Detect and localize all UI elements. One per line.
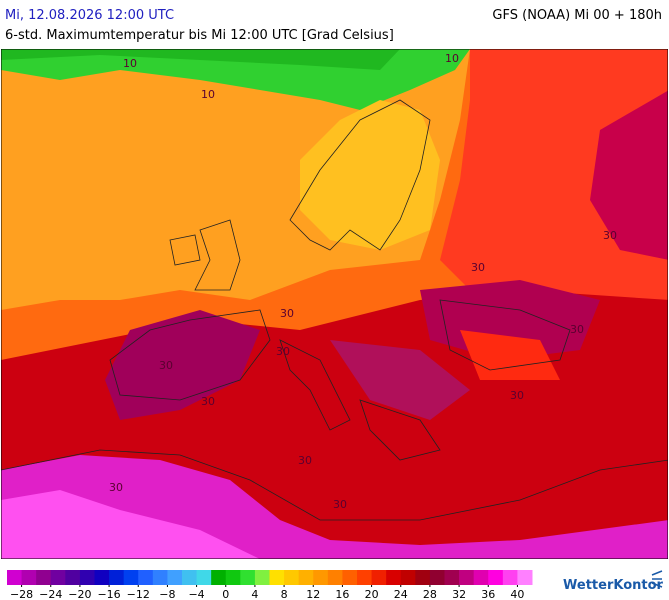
date-label: Mi, 12.08.2026 12:00 UTC [5,8,174,23]
iberia-zone [105,310,260,420]
contour-label: 30 [510,389,524,402]
contour-label: 30 [298,454,312,467]
colorbar-swatch [473,570,489,585]
colorbar-swatch [240,570,256,585]
brand-icon [651,570,663,588]
colorbar-swatch [152,570,168,585]
colorbar-swatch [196,570,212,585]
africa-zone [1,490,260,559]
colorbar-tick-label: −12 [127,588,150,600]
colorbar-swatch [313,570,329,585]
colorbar-tick-label: 24 [394,588,408,600]
contour-label: 30 [333,498,347,511]
colorbar-swatch [357,570,373,585]
colorbar-swatch [138,570,154,585]
colorbar-swatch [225,570,241,585]
contour-label: 30 [570,323,584,336]
colorbar-swatch [429,570,445,585]
colorbar-tick-label: −20 [68,588,91,600]
colorbar-swatch [65,570,81,585]
colorbar-swatch [444,570,460,585]
colorbar-swatch [7,570,23,585]
colorbar-swatch [79,570,95,585]
colorbar-swatch [459,570,475,585]
colorbar-tick-label: 16 [335,588,349,600]
colorbar-tick-label: 40 [510,588,524,600]
colorbar-tick-label: 12 [306,588,320,600]
colorbar-swatch [386,570,402,585]
contour-label: 10 [445,52,459,65]
colorbar-swatch [254,570,270,585]
colorbar-swatch [211,570,227,585]
colorbar-swatch [342,570,358,585]
contour-label: 30 [603,229,617,242]
contour-label: 10 [201,88,215,101]
colorbar-tick-label: 32 [452,588,466,600]
colorbar-swatch [50,570,66,585]
colorbar-swatch [502,570,518,585]
colorbar-swatch [284,570,300,585]
contour-label: 30 [109,481,123,494]
colorbar-tick-label: 0 [222,588,229,600]
contour-label: 30 [276,345,290,358]
colorbar-tick-label: −8 [159,588,175,600]
contour-label: 30 [159,359,173,372]
colorbar-tick-label: 4 [251,588,258,600]
colorbar-swatch [488,570,504,585]
contour-label: 30 [471,261,485,274]
colorbar-swatch [415,570,431,585]
colorbar: −28 −24 −20 −16 −12 −8 −4 0 4 8 12 16 20 24 28 32 36 40 [7,570,533,600]
coastlines [1,99,668,521]
colorbar-swatch [327,570,343,585]
temperature-map: 10 10 10 30 30 30 30 30 30 30 30 30 30 30 [1,49,668,559]
brand-name: WetterKontor [563,578,664,593]
colorbar-swatch [269,570,285,585]
colorbar-swatch [109,570,125,585]
colorbar-swatch [167,570,183,585]
map-title: 6-std. Maximumtemperatur bis Mi 12:00 UT… [5,28,394,43]
colorbar-swatch [298,570,314,585]
colorbar-swatch [36,570,52,585]
scandinavia-zone [300,100,440,250]
contour-label: 30 [280,307,294,320]
colorbar-tick-label: −28 [10,588,33,600]
very-hot-zone [590,90,668,260]
colorbar-tick-label: −16 [97,588,120,600]
colorbar-swatch [182,570,198,585]
colorbar-tick-label: 28 [423,588,437,600]
hot-zone [440,49,668,330]
colorbar-tick-label: −24 [39,588,62,600]
colorbar-tick-label: 8 [281,588,288,600]
cool-zone [1,49,400,70]
colorbar-swatch [400,570,416,585]
contour-label: 10 [123,57,137,70]
model-label: GFS (NOAA) Mi 00 + 180h [492,8,662,23]
balkan-zone [330,340,470,420]
colorbar-swatch [21,570,37,585]
colorbar-swatch [123,570,139,585]
brand-logo: WetterKontor [563,570,664,593]
colorbar-swatch [94,570,110,585]
colorbar-tick-label: −4 [188,588,204,600]
colorbar-swatch [371,570,387,585]
colorbar-tick-label: 20 [365,588,379,600]
colorbar-tick-label: 36 [481,588,495,600]
contour-label: 30 [201,395,215,408]
colorbar-swatch [517,570,533,585]
